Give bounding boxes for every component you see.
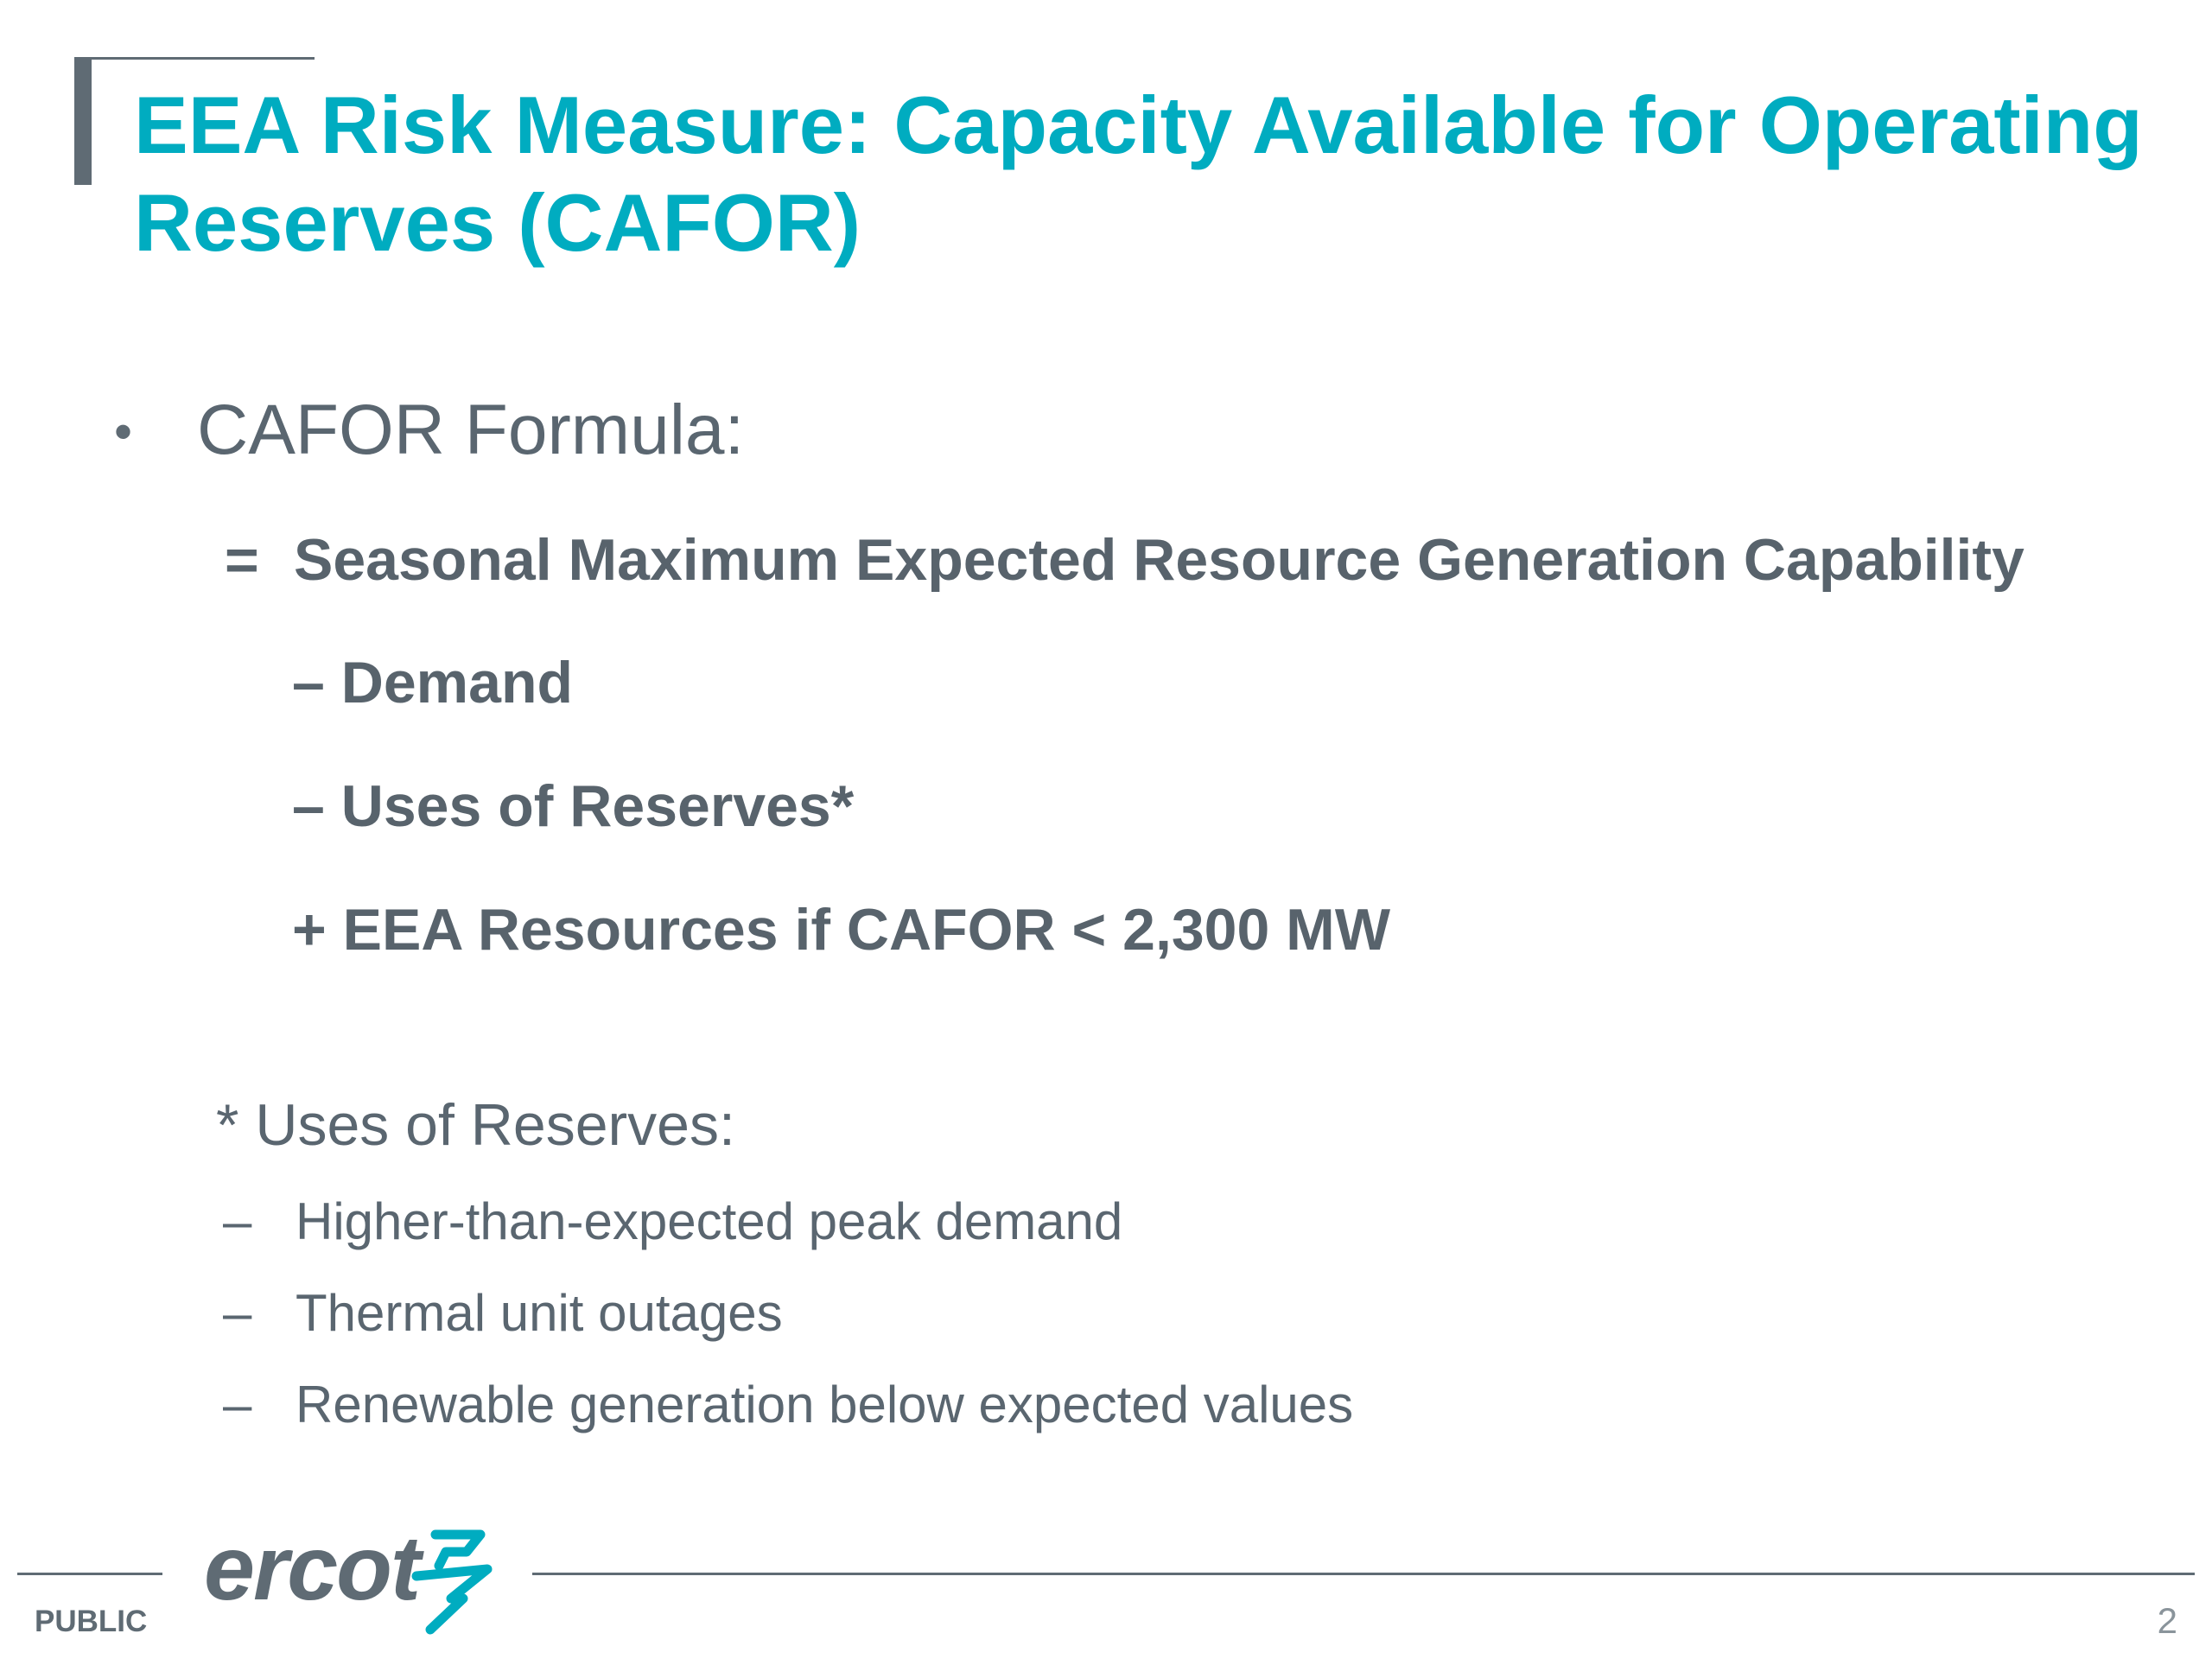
- page-number: 2: [2157, 1600, 2177, 1641]
- ercot-lightning-bolt-icon: [411, 1529, 493, 1635]
- slide-title: EEA Risk Measure: Capacity Available for…: [134, 79, 2143, 268]
- formula-term: EEA Resources if CAFOR < 2,300 MW: [342, 897, 1391, 963]
- formula-operator: +: [292, 897, 327, 963]
- footnote-item: – Renewable generation below expected val…: [223, 1374, 1353, 1436]
- formula-term: Seasonal Maximum Expected Resource Gener…: [294, 527, 2024, 593]
- footnote-dash: –: [223, 1284, 252, 1342]
- ercot-logo: ercot: [204, 1517, 498, 1635]
- footnote-item: – Thermal unit outages: [223, 1282, 783, 1344]
- formula-term: Demand: [340, 650, 574, 715]
- footnote-item-text: Higher-than-expected peak demand: [296, 1192, 1123, 1250]
- footer-rule-right: [532, 1573, 2195, 1575]
- bullet-marker: •: [114, 403, 133, 461]
- formula-line-uses-of-reserves: – Uses of Reserves*: [292, 772, 854, 841]
- formula-term: Uses of Reserves*: [340, 773, 855, 839]
- footnote-dash: –: [223, 1376, 252, 1433]
- formula-line-demand: – Demand: [292, 648, 573, 717]
- classification-label: PUBLIC: [35, 1605, 148, 1638]
- footnote-item-text: Renewable generation below expected valu…: [296, 1376, 1354, 1433]
- logo-wordmark: ercot: [204, 1517, 421, 1619]
- formula-operator: =: [225, 527, 259, 593]
- footnote-item-text: Thermal unit outages: [296, 1284, 783, 1342]
- footnote-dash: –: [223, 1192, 252, 1250]
- formula-operator: –: [292, 650, 325, 715]
- formula-line-eea-resources: + EEA Resources if CAFOR < 2,300 MW: [292, 895, 1390, 964]
- footnote-item: – Higher-than-expected peak demand: [223, 1191, 1122, 1253]
- title-bracket-horizontal: [74, 57, 315, 60]
- formula-heading: CAFOR Formula:: [197, 391, 745, 469]
- footnote-title: * Uses of Reserves:: [216, 1092, 735, 1158]
- formula-operator: –: [292, 773, 325, 839]
- footer-rule-left: [17, 1573, 162, 1575]
- formula-line-capability: = Seasonal Maximum Expected Resource Gene…: [225, 525, 2024, 594]
- title-bracket-vertical: [74, 57, 92, 185]
